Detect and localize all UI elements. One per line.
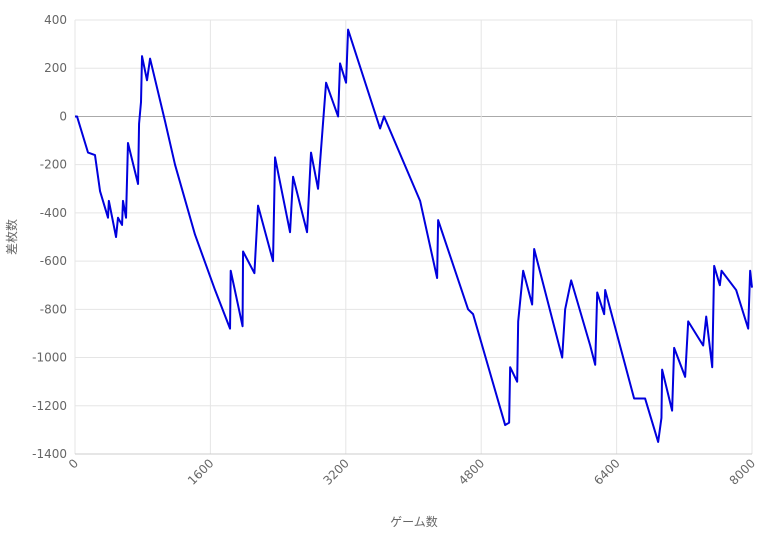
y-tick-label: 200 bbox=[44, 61, 67, 75]
x-tick-label: 1600 bbox=[185, 456, 216, 487]
y-tick-label: -1000 bbox=[32, 351, 67, 365]
y-tick-label: 0 bbox=[59, 109, 67, 123]
x-tick-label: 3200 bbox=[320, 456, 351, 487]
y-tick-label: -200 bbox=[40, 158, 67, 172]
x-tick-label: 0 bbox=[66, 456, 81, 471]
y-tick-label: -400 bbox=[40, 206, 67, 220]
x-tick-label: 8000 bbox=[727, 456, 758, 487]
x-axis-label: ゲーム数 bbox=[390, 514, 438, 529]
y-axis-label: 差枚数 bbox=[4, 219, 19, 255]
y-tick-label: -600 bbox=[40, 254, 67, 268]
x-tick-label: 6400 bbox=[591, 456, 622, 487]
y-tick-label: -1400 bbox=[32, 447, 67, 461]
y-tick-label: 400 bbox=[44, 13, 67, 27]
data-line bbox=[75, 28, 753, 443]
x-tick-label: 4800 bbox=[456, 456, 487, 487]
y-tick-label: -800 bbox=[40, 302, 67, 316]
y-tick-label: -1200 bbox=[32, 399, 67, 413]
